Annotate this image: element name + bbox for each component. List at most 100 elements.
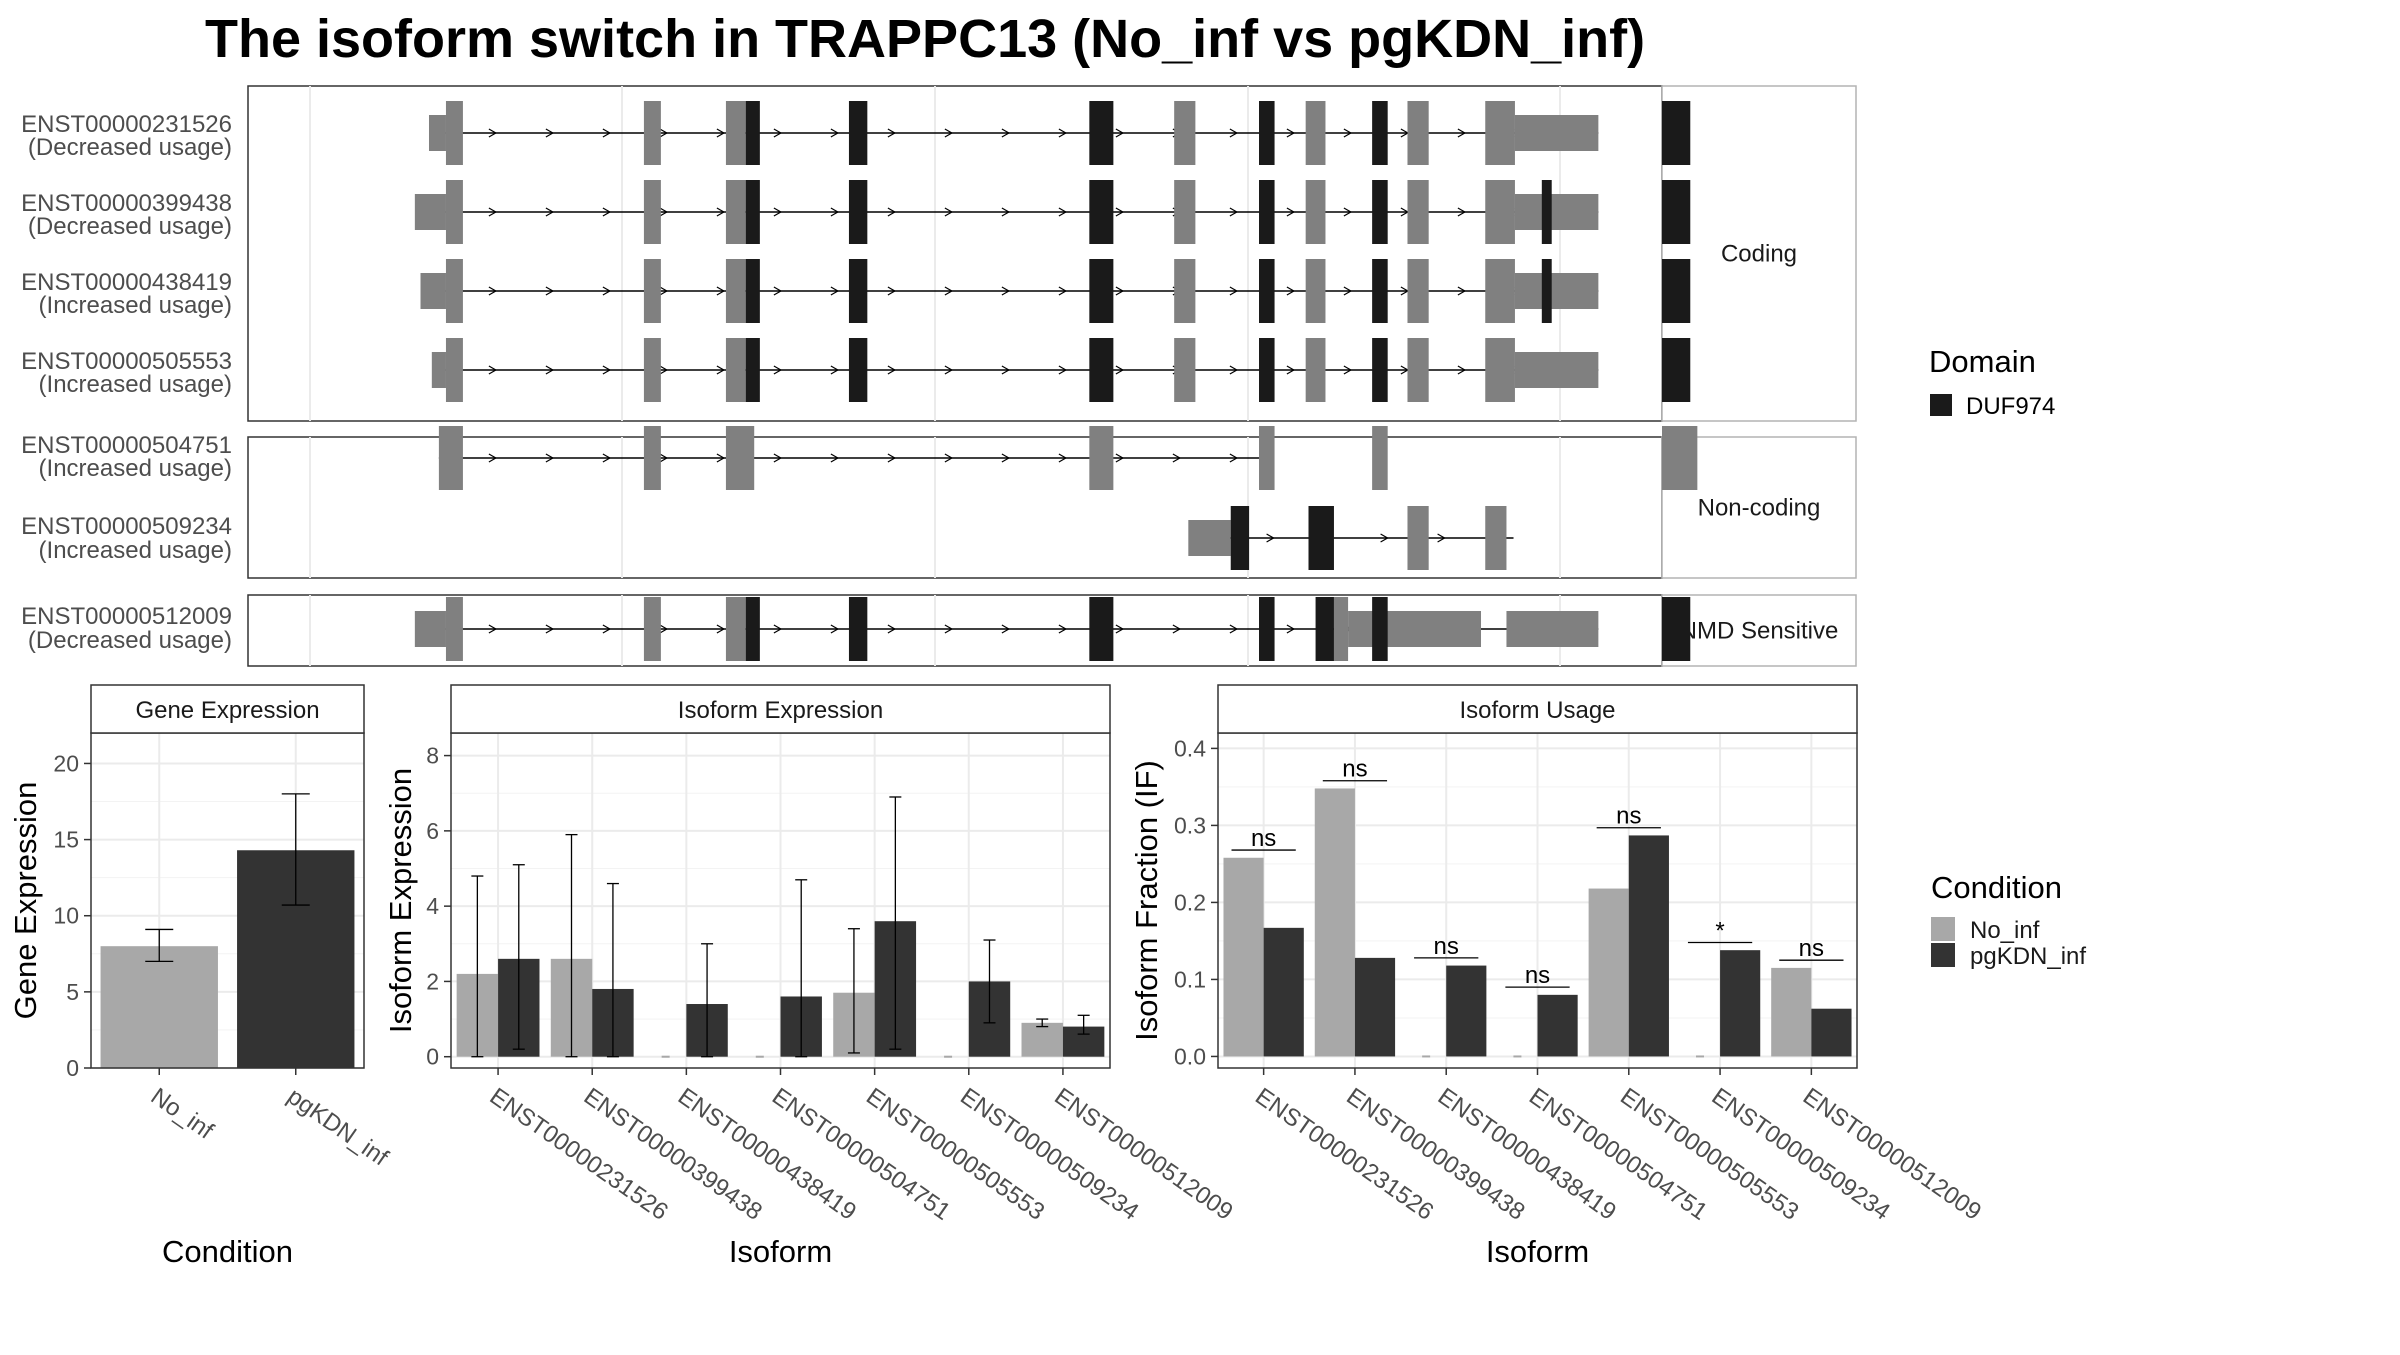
- structure-group-label: Coding: [1721, 241, 1797, 268]
- intron-arrow: [1001, 128, 1011, 138]
- intron-arrow: [1286, 286, 1296, 296]
- intron-arrow: [602, 453, 612, 463]
- intron-arrow: [1229, 365, 1239, 375]
- exon-utr: [643, 101, 661, 165]
- intron-arrow: [545, 286, 555, 296]
- intron-arrow: [1229, 453, 1239, 463]
- y-axis-title: Isoform Fraction (IF): [1129, 760, 1164, 1041]
- intron-arrow: [1229, 207, 1239, 217]
- exon-utr: [643, 259, 661, 323]
- intron-arrow: [1058, 365, 1068, 375]
- intron-arrow: [1058, 453, 1068, 463]
- x-axis-title: Isoform: [729, 1234, 832, 1269]
- exon-utr: [1514, 352, 1599, 388]
- intron-arrow: [1343, 128, 1353, 138]
- x-axis-title: Condition: [162, 1234, 293, 1269]
- transcript-usage-label: (Increased usage): [39, 292, 232, 319]
- exon-utr: [1305, 101, 1326, 165]
- exon-utr: [414, 194, 446, 230]
- y-tick-label: 10: [53, 903, 79, 929]
- intron-arrow: [1343, 286, 1353, 296]
- exon-domain-duf974: [848, 259, 868, 323]
- exon-utr: [1485, 338, 1515, 402]
- y-axis-title: Gene Expression: [8, 782, 43, 1020]
- exon-domain-duf974: [745, 180, 760, 244]
- significance-label: ns: [1799, 935, 1824, 962]
- significance-label: ns: [1251, 825, 1276, 852]
- exon-domain-duf974: [848, 180, 868, 244]
- exon-utr: [1305, 259, 1326, 323]
- intron-arrow: [944, 365, 954, 375]
- x-tick-label: ENST00000512009: [1049, 1083, 1237, 1226]
- y-tick-label: 8: [426, 743, 439, 769]
- exon-domain-duf974: [1089, 259, 1114, 323]
- exon-utr: [725, 101, 746, 165]
- exon-utr: [445, 101, 463, 165]
- exon-domain-duf974: [1259, 338, 1275, 402]
- transcript-ENST00000505553: ENST00000505553(Increased usage): [21, 338, 1691, 402]
- transcript-ENST00000438419: ENST00000438419(Increased usage): [21, 259, 1691, 323]
- intron-arrow: [1001, 453, 1011, 463]
- bar-ENST00000438419-series1: [1446, 965, 1487, 1057]
- exon-domain-duf974: [1372, 180, 1388, 244]
- intron-arrow: [1229, 624, 1239, 634]
- intron-arrow: [773, 207, 783, 217]
- intron-arrow: [1001, 207, 1011, 217]
- intron-arrow: [545, 624, 555, 634]
- exon-utr: [1174, 259, 1196, 323]
- intron-arrow: [488, 207, 498, 217]
- structure-strip: [1661, 594, 1857, 667]
- exon-domain-duf974: [1315, 597, 1334, 661]
- exon-utr: [725, 597, 746, 661]
- transcript-id-label: ENST00000505553: [21, 348, 232, 375]
- y-tick-label: 15: [53, 827, 79, 853]
- exon-domain-duf974: [1662, 259, 1691, 323]
- y-tick-label: 0.2: [1174, 889, 1206, 915]
- intron-arrow: [830, 286, 840, 296]
- exon-utr: [643, 426, 661, 490]
- condition-legend-swatch: [1931, 917, 1955, 941]
- intron-arrow: [944, 624, 954, 634]
- exon-domain-duf974: [1259, 259, 1275, 323]
- significance-label: ns: [1525, 962, 1550, 989]
- intron-arrow: [1286, 207, 1296, 217]
- exon-utr: [1407, 259, 1429, 323]
- intron-arrow: [716, 207, 726, 217]
- y-tick-label: 4: [426, 893, 439, 919]
- y-tick-label: 5: [66, 979, 79, 1005]
- bar-ENST00000512009-series0: [1021, 1022, 1063, 1057]
- exon-utr: [1485, 101, 1515, 165]
- intron-arrow: [773, 365, 783, 375]
- structure-group-label: NMD Sensitive: [1680, 618, 1839, 645]
- intron-arrow: [545, 207, 555, 217]
- structure-strip: [1661, 85, 1857, 422]
- intron-arrow: [488, 286, 498, 296]
- chart-0: Gene Expression 0 5 10 15 20 No_inf pgKDN_inf Ge…: [8, 684, 393, 1269]
- intron-arrow: [1115, 128, 1125, 138]
- intron-arrow: [1286, 128, 1296, 138]
- intron-arrow: [488, 624, 498, 634]
- facet-strip: [90, 684, 365, 734]
- intron-arrow: [488, 453, 498, 463]
- transcript-id-label: ENST00000509234: [21, 513, 232, 540]
- exon-domain-duf974: [1089, 338, 1114, 402]
- exon-domain-duf974: [1662, 101, 1691, 165]
- exon-utr: [1514, 115, 1599, 151]
- intron-arrow: [602, 207, 612, 217]
- x-tick-label: No_inf: [146, 1083, 219, 1145]
- intron-arrow: [488, 365, 498, 375]
- intron-arrow: [1172, 453, 1182, 463]
- significance-label: ns: [1616, 803, 1641, 830]
- transcript-ENST00000509234: ENST00000509234(Increased usage): [21, 506, 1514, 570]
- structure-group-label: Non-coding: [1698, 495, 1821, 522]
- intron-arrow: [944, 128, 954, 138]
- domain-legend-title: Domain: [1929, 344, 2036, 379]
- exon-domain-duf974: [1259, 180, 1275, 244]
- intron-arrow: [488, 128, 498, 138]
- exon-domain-duf974: [745, 597, 760, 661]
- chart-2: ns ns ns ns ns * ns Isoform Usage 0.0 0.1 0.2 0.3 0.…: [1129, 684, 1986, 1269]
- exon-utr: [428, 115, 446, 151]
